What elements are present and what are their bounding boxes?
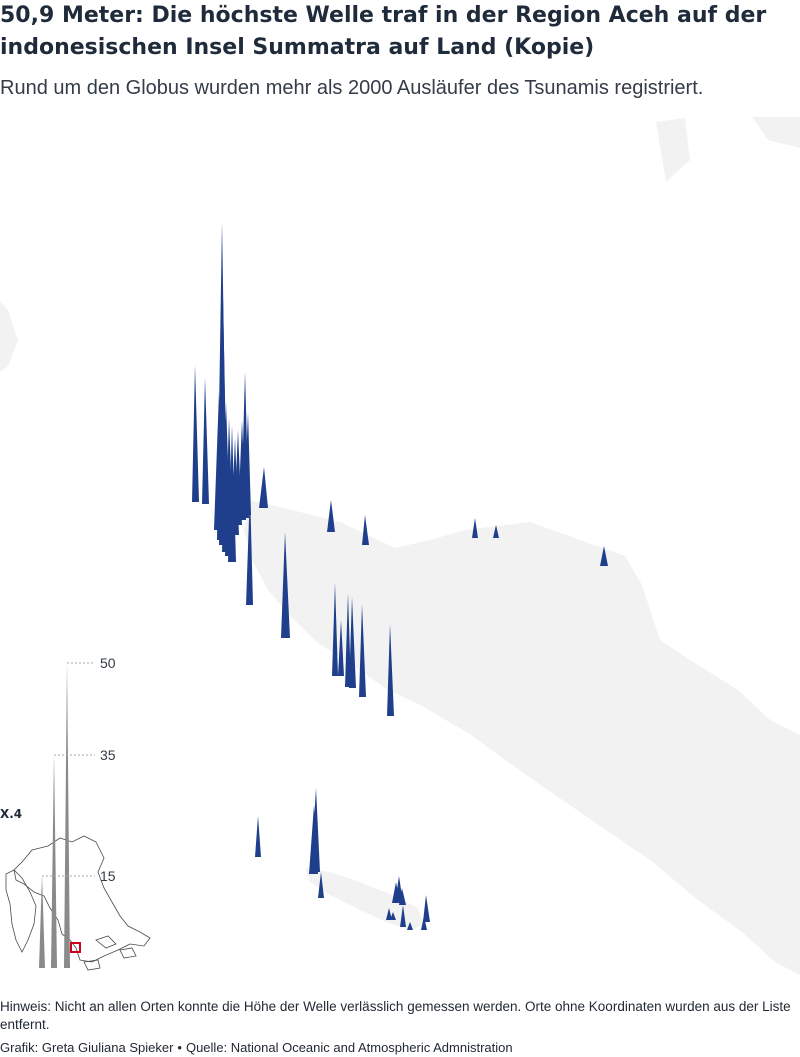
legend-guides [42,662,95,877]
wave-spike [246,490,253,605]
wave-spike [423,895,430,922]
wave-spike [399,888,406,905]
credit-author: Grafik: Greta Giuliana Spieker [0,1040,174,1055]
land-left-edge [0,302,18,372]
wave-spikes [192,222,608,930]
wave-spike [390,912,396,920]
wave-spike [359,604,366,697]
wave-spike [338,620,344,676]
land-top-right [656,117,800,182]
locator-outline-islands [83,935,137,971]
wave-spike [407,922,413,930]
wave-spike [472,518,478,538]
legend-labels: 50 35 15 [100,655,116,884]
legend-label-50: 50 [100,655,116,671]
locator-outline-africa [5,869,37,953]
page-subtitle: Rund um den Globus wurden mehr als 2000 … [0,77,704,99]
wave-spike [345,593,351,687]
footer-credit-line: Grafik: Greta Giuliana Spieker • Quelle: N… [0,1040,800,1056]
footer-note: Hinweis: Nicht an allen Orten konnte die… [0,999,791,1032]
wave-spike [600,546,608,566]
wave-spike [332,583,338,676]
locator-highlight-box [70,942,81,953]
wave-spike [202,378,209,504]
legend-spike-35 [51,754,57,968]
wave-spike [349,597,356,688]
wave-spike [386,908,392,920]
wave-spike [255,816,261,857]
wave-spike [192,365,199,502]
legend-label-35: 35 [100,747,116,763]
wave-spike [421,916,427,930]
land-sumatra [244,500,800,975]
page-title: 50,9 Meter: Die höchste Welle traf in de… [0,3,767,60]
wave-spike [311,788,320,872]
credit-source: Quelle: National Oceanic and Atmospheric… [185,1040,513,1055]
wave-spike [244,412,251,515]
wave-spike [327,500,335,532]
wave-spike [387,624,394,716]
wave-spike [400,905,406,927]
tsunami-map: 50 35 15 X.4 [0,117,800,975]
legend-spikes [39,662,70,968]
wave-spike [362,515,369,545]
wave-spike [259,467,268,508]
locator-outline-asia [13,835,151,963]
land-island [305,868,424,930]
legend-region-label: X.4 [0,807,22,821]
wave-spike [493,525,499,538]
wave-spike [318,872,324,898]
land-masses [0,117,800,975]
wave-spike [281,532,290,638]
legend-spike-15 [39,875,45,968]
locator-map [5,835,151,971]
legend-label-15: 15 [100,868,116,884]
legend-spike-50 [64,662,70,968]
credit-separator: • [177,1040,182,1055]
